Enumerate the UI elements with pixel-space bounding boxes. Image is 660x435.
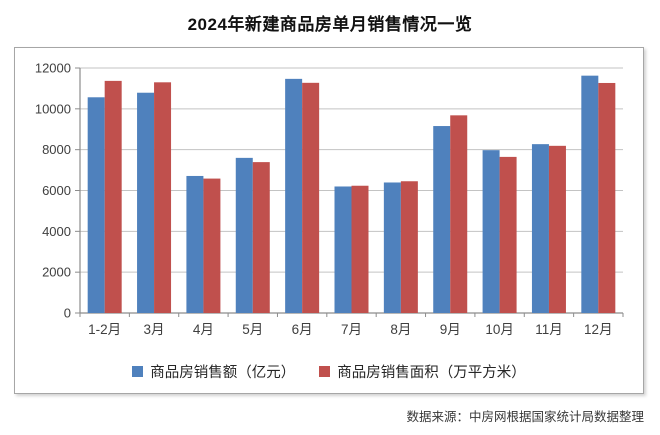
bar: [482, 150, 500, 313]
legend-label-sales: 商品房销售额（亿元）: [150, 365, 296, 381]
chart-area: 0 2000 4000 6000 8000 10000 12000 1-2月 3月 4月 5月 6月 7…: [14, 47, 644, 394]
x-tick-label: 8月: [390, 322, 411, 337]
bar: [450, 115, 468, 313]
x-tick-label: 7月: [341, 322, 362, 337]
bar: [252, 162, 270, 313]
chart-title: 2024年新建商品房单月销售情况一览: [187, 15, 473, 34]
bar: [433, 126, 451, 313]
bar: [400, 181, 418, 313]
bar: [581, 75, 599, 313]
bar: [186, 175, 204, 313]
bar: [334, 186, 352, 313]
bar: [531, 144, 549, 313]
x-tick-label: 3月: [144, 322, 165, 337]
y-tick-label: 8000: [42, 142, 71, 157]
legend-item-area: 商品房销售面积（万平方米）: [319, 361, 526, 382]
y-tick-label: 6000: [42, 183, 71, 198]
x-tick-label: 9月: [440, 322, 461, 337]
legend-item-sales: 商品房销售额（亿元）: [132, 361, 295, 382]
y-tick-label: 4000: [42, 224, 71, 239]
y-tick-label: 12000: [35, 61, 71, 76]
bar: [87, 97, 105, 313]
bar: [351, 185, 369, 313]
bar: [154, 82, 172, 313]
bar: [235, 157, 253, 313]
bar: [499, 156, 517, 313]
y-tick-label: 0: [64, 306, 71, 321]
bar: [383, 182, 401, 313]
chart-svg: 0 2000 4000 6000 8000 10000 12000 1-2月 3月 4月 5月 6月 7…: [35, 61, 624, 337]
y-tick-label: 2000: [42, 265, 71, 280]
legend: 商品房销售额（亿元） 商品房销售面积（万平方米）: [15, 361, 643, 382]
x-tick-label: 12月: [584, 322, 613, 337]
bar: [285, 78, 303, 313]
legend-label-area: 商品房销售面积（万平方米）: [337, 365, 526, 381]
x-tick-label: 6月: [292, 322, 313, 337]
bar: [203, 178, 221, 313]
x-tick-label: 5月: [242, 322, 263, 337]
x-tick-label: 4月: [193, 322, 214, 337]
bar: [137, 92, 155, 313]
data-source: 数据来源：中房网根据国家统计局数据整理: [406, 410, 644, 424]
bar: [104, 80, 122, 313]
bar: [598, 82, 616, 313]
bar: [548, 145, 566, 313]
x-tick-label: 1-2月: [88, 322, 121, 337]
x-tick-label: 10月: [485, 322, 514, 337]
bar: [302, 82, 320, 313]
legend-marker-sales: [132, 366, 144, 377]
y-tick-label: 10000: [35, 101, 71, 116]
legend-marker-area: [319, 366, 331, 377]
x-tick-label: 11月: [535, 322, 563, 337]
